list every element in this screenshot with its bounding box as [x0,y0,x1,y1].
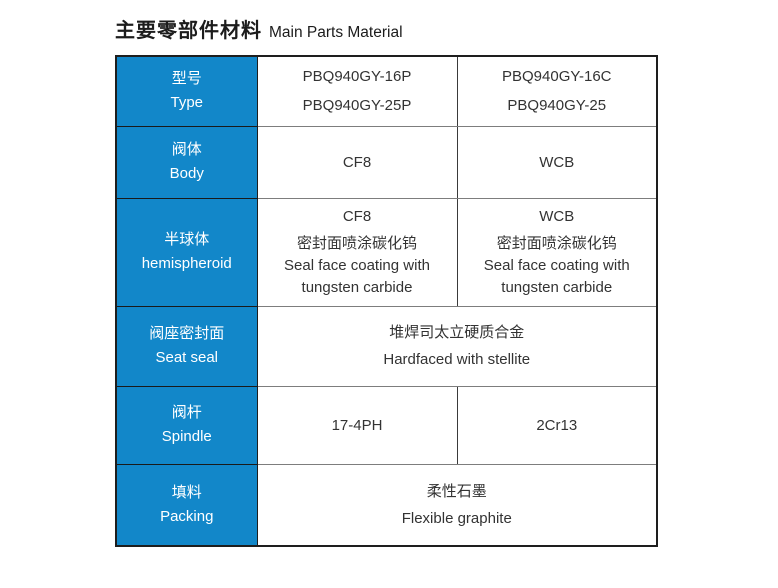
cell-line: tungsten carbide [501,278,613,296]
row-header-en: Packing [160,507,214,525]
row-header-zh: 半球体 [164,231,210,248]
cell-line: tungsten carbide [301,278,413,296]
table-row-body: 阀体 Body CF8 WCB [115,125,658,199]
row-header-en: Spindle [161,428,212,445]
cell-line: 密封面喷涂碳化钨 [296,234,417,252]
table-row-type: 型号 Type PBQ940GY-16P PBQ940GY-25P PBQ940… [115,55,658,127]
cell-line: 2Cr13 [536,416,578,434]
cell-line: 17-4PH [331,416,383,434]
page-title-chinese: 主要零部件材料 [115,20,262,42]
cell-body-col1: CF8 [256,125,458,199]
cell-body-col2: WCB [456,125,658,199]
cell-line: Seal face coating with [483,256,630,274]
row-header-packing: 填料 Packing [115,463,258,547]
table-row-hemispheroid: 半球体 hemispheroid CF8 密封面喷涂碳化钨 Seal face … [115,197,658,307]
cell-packing-merged: 柔性石墨 Flexible graphite [256,463,658,547]
cell-type-col2: PBQ940GY-16C PBQ940GY-25 [456,55,658,127]
cell-line: CF8 [342,207,372,225]
row-header-en: Type [170,94,204,112]
cell-spindle-col1: 17-4PH [256,385,458,465]
row-header-spindle: 阀杆 Spindle [115,385,258,465]
row-header-en: Body [169,165,204,182]
cell-line: Hardfaced with stellite [383,351,531,368]
row-header-hemispheroid: 半球体 hemispheroid [115,197,258,307]
page-title-english: Main Parts Material [269,24,403,41]
table-row-spindle: 阀杆 Spindle 17-4PH 2Cr13 [115,385,658,465]
row-header-zh: 阀杆 [171,404,202,421]
cell-line: 堆焊司太立硬质合金 [389,324,525,341]
cell-line: PBQ940GY-16C [501,68,612,86]
row-header-en: hemispheroid [141,255,232,272]
cell-line: WCB [539,153,575,171]
cell-line: PBQ940GY-25P [302,97,412,115]
row-header-zh: 阀座密封面 [149,325,225,342]
row-header-zh: 填料 [171,483,202,501]
page-title: 主要零部件材料 Main Parts Material [115,14,403,43]
table-row-seat-seal: 阀座密封面 Seat seal 堆焊司太立硬质合金 Hardfaced with… [115,305,658,387]
cell-spindle-col2: 2Cr13 [456,385,658,465]
cell-type-col1: PBQ940GY-16P PBQ940GY-25P [256,55,458,127]
cell-line: CF8 [342,153,372,171]
row-header-zh: 型号 [171,70,202,88]
row-header-body: 阀体 Body [115,125,258,199]
cell-hemispheroid-col2: WCB 密封面喷涂碳化钨 Seal face coating with tung… [456,197,658,307]
cell-line: 密封面喷涂碳化钨 [496,234,617,252]
row-header-zh: 阀体 [171,141,202,158]
cell-line: Flexible graphite [401,509,512,527]
cell-hemispheroid-col1: CF8 密封面喷涂碳化钨 Seal face coating with tung… [256,197,458,307]
materials-table: 型号 Type PBQ940GY-16P PBQ940GY-25P PBQ940… [115,55,658,547]
cell-line: PBQ940GY-25 [507,97,607,115]
cell-line: PBQ940GY-16P [302,68,412,86]
cell-line: Seal face coating with [284,256,430,274]
cell-line: WCB [539,207,575,225]
row-header-en: Seat seal [155,349,219,366]
table-row-packing: 填料 Packing 柔性石墨 Flexible graphite [115,463,658,547]
row-header-type: 型号 Type [115,55,258,127]
row-header-seat-seal: 阀座密封面 Seat seal [115,305,258,387]
cell-line: 柔性石墨 [426,482,487,500]
cell-seat-seal-merged: 堆焊司太立硬质合金 Hardfaced with stellite [256,305,658,387]
